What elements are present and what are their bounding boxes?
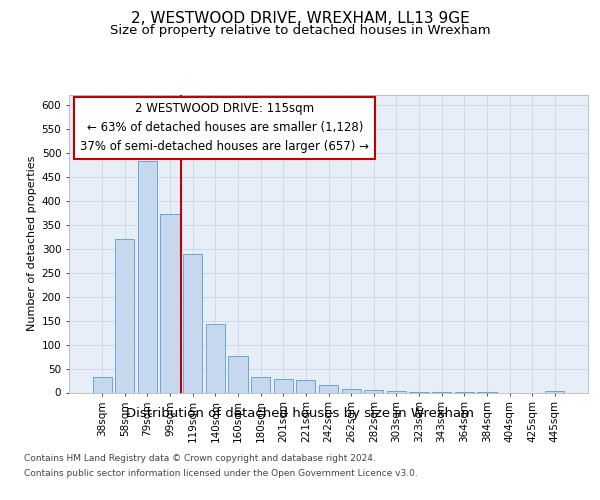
- Bar: [274, 378, 293, 392]
- Bar: [251, 376, 270, 392]
- Bar: [160, 214, 180, 392]
- Bar: [319, 386, 338, 392]
- Bar: [387, 391, 406, 392]
- Bar: [138, 161, 157, 392]
- Bar: [296, 380, 316, 392]
- Text: Contains HM Land Registry data © Crown copyright and database right 2024.: Contains HM Land Registry data © Crown c…: [24, 454, 376, 463]
- Bar: [229, 356, 248, 393]
- Bar: [115, 239, 134, 392]
- Text: 2, WESTWOOD DRIVE, WREXHAM, LL13 9GE: 2, WESTWOOD DRIVE, WREXHAM, LL13 9GE: [131, 11, 469, 26]
- Bar: [545, 390, 565, 392]
- Bar: [92, 377, 112, 392]
- Bar: [341, 389, 361, 392]
- Bar: [364, 390, 383, 392]
- Text: Size of property relative to detached houses in Wrexham: Size of property relative to detached ho…: [110, 24, 490, 37]
- Bar: [183, 254, 202, 392]
- Text: Distribution of detached houses by size in Wrexham: Distribution of detached houses by size …: [126, 408, 474, 420]
- Y-axis label: Number of detached properties: Number of detached properties: [28, 156, 37, 332]
- Text: Contains public sector information licensed under the Open Government Licence v3: Contains public sector information licen…: [24, 468, 418, 477]
- Text: 2 WESTWOOD DRIVE: 115sqm
← 63% of detached houses are smaller (1,128)
37% of sem: 2 WESTWOOD DRIVE: 115sqm ← 63% of detach…: [80, 102, 369, 154]
- Bar: [206, 324, 225, 392]
